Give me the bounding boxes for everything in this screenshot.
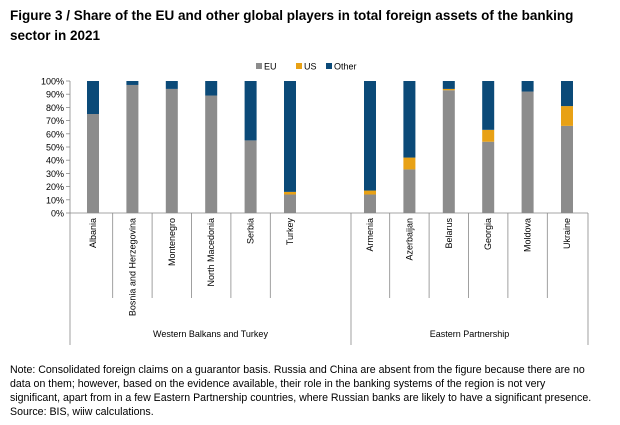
bar-us-belarus: [442, 88, 455, 91]
x-tick-label-belarus: Belarus: [444, 218, 454, 249]
y-tick-label: 100%: [41, 77, 64, 87]
y-tick-label: 40%: [46, 156, 64, 166]
note-line: significant, apart from in a few Eastern…: [10, 392, 592, 404]
bar-eu-bosnia-and-herzegovina: [126, 84, 139, 214]
bar-us-armenia: [364, 190, 376, 195]
bar-eu-azerbaijan: [403, 169, 416, 213]
x-tick-label-ukraine: Ukraine: [562, 218, 572, 249]
group-label-eastern-partnership: Eastern Partnership: [430, 329, 510, 339]
legend-swatch-us: [296, 63, 302, 69]
x-tick-label-turkey: Turkey: [285, 218, 295, 246]
bar-other-moldova: [521, 81, 534, 92]
bar-us-ukraine: [561, 106, 573, 126]
bar-other-montenegro: [165, 81, 178, 89]
figure-title: Figure 3 / Share of the EU and other glo…: [10, 8, 574, 43]
bar-eu-serbia: [244, 140, 257, 213]
bar-us-azerbaijan: [403, 157, 416, 170]
legend-label-us: US: [304, 62, 317, 72]
y-tick-label: 80%: [46, 103, 64, 113]
y-axis: 0% 10% 20% 30% 40% 50% 60% 70% 80% 90% 100%: [41, 77, 71, 219]
x-tick-label-albania: Albania: [88, 218, 98, 248]
bar-other-bosnia-and-herzegovina: [126, 81, 139, 85]
y-tick-label: 70%: [46, 116, 64, 126]
legend-label-other: Other: [334, 62, 357, 72]
bar-other-turkey: [284, 81, 296, 192]
x-tick-label-georgia: Georgia: [483, 218, 493, 250]
bar-eu-armenia: [364, 194, 376, 213]
bar-other-georgia: [482, 81, 495, 130]
y-tick-label: 0%: [51, 209, 64, 219]
bar-other-serbia: [244, 81, 257, 141]
group-label-western-balkans-and-turkey: Western Balkans and Turkey: [153, 329, 268, 339]
bar-eu-moldova: [521, 91, 534, 213]
chart-legend: EU US Other: [256, 62, 357, 72]
bar-other-armenia: [364, 81, 376, 191]
bar-us-georgia: [482, 129, 495, 142]
bar-eu-montenegro: [165, 88, 178, 213]
y-tick-label: 90%: [46, 90, 64, 100]
bar-eu-albania: [87, 114, 99, 213]
bar-other-belarus: [442, 81, 455, 89]
stacked-bar-chart: EU US Other 0% 10% 20% 30% 40% 50% 60% 70% 80% 90% 1…: [41, 62, 589, 345]
y-tick-label: 20%: [46, 182, 64, 192]
x-tick-label-moldova: Moldova: [523, 218, 533, 252]
note-line: Note: Consolidated foreign claims on a g…: [10, 364, 585, 376]
bar-other-ukraine: [561, 81, 573, 107]
y-tick-label: 60%: [46, 129, 64, 139]
x-tick-label-bosnia-and-herzegovina: Bosnia and Herzegovina: [127, 218, 137, 316]
bar-eu-belarus: [442, 90, 455, 213]
legend-swatch-other: [326, 63, 332, 69]
note-line: data on them; however, based on the evid…: [10, 378, 546, 390]
bar-other-azerbaijan: [403, 81, 416, 158]
legend-swatch-eu: [256, 63, 262, 69]
bar-other-north-macedonia: [205, 81, 218, 96]
chart-note: Note: Consolidated foreign claims on a g…: [10, 363, 615, 419]
bar-other-albania: [87, 81, 99, 114]
x-tick-label-montenegro: Montenegro: [167, 218, 177, 266]
x-axis: Albania Bosnia and Herzegovina Montenegro N…: [69, 212, 589, 345]
x-tick-label-armenia: Armenia: [365, 218, 375, 252]
legend-label-eu: EU: [264, 62, 277, 72]
y-tick-label: 30%: [46, 169, 64, 179]
bar-us-turkey: [284, 191, 296, 195]
bar-eu-ukraine: [561, 125, 573, 213]
bar-eu-turkey: [284, 194, 296, 213]
source-line: Source: BIS, wiiw calculations.: [10, 406, 154, 418]
y-tick-label: 50%: [46, 143, 64, 153]
x-tick-label-serbia: Serbia: [246, 218, 256, 244]
bar-eu-georgia: [482, 141, 495, 213]
bar-series: [87, 81, 573, 214]
x-tick-label-azerbaijan: Azerbaijan: [404, 218, 414, 261]
x-tick-label-north-macedonia: North Macedonia: [206, 218, 216, 287]
y-tick-label: 10%: [46, 195, 64, 205]
bar-eu-north-macedonia: [205, 95, 218, 213]
